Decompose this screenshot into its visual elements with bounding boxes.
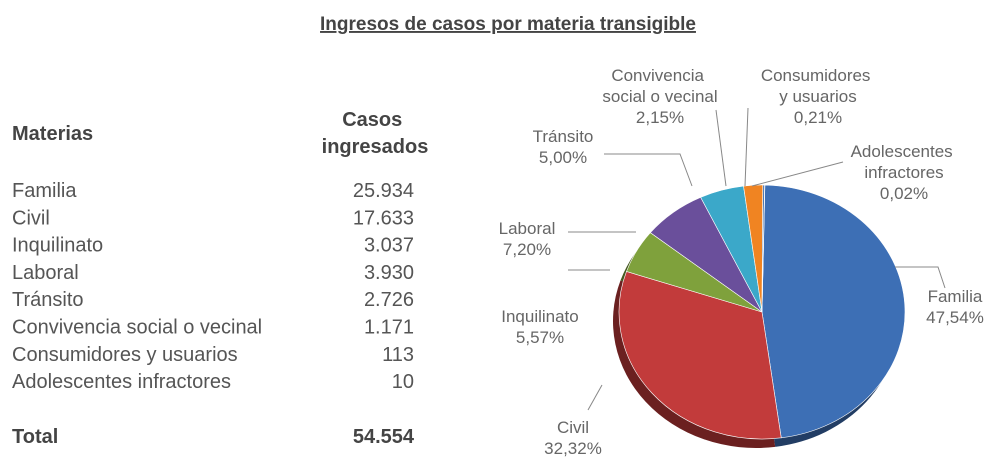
pie-label: Civil [557, 418, 589, 437]
row-value: 10 [392, 371, 414, 393]
title: Ingresos de casos por materia transigibl… [320, 14, 696, 35]
row-value: 113 [382, 344, 414, 366]
row-name: Familia [12, 180, 77, 202]
leader-line [587, 384, 603, 411]
row-value: 17.633 [353, 207, 414, 229]
row-value: 1.171 [364, 317, 414, 339]
row-value: 2.726 [364, 289, 414, 311]
pie-label: Convivencia social o vecinal [602, 66, 717, 106]
header-materias: Materias [12, 123, 93, 145]
pie-value-label: 2,15% [636, 108, 684, 127]
pie-slice [618, 271, 782, 440]
row-name: Inquilinato [12, 235, 103, 257]
total-value: 54.554 [353, 426, 415, 448]
pie-label: Laboral [499, 219, 556, 238]
leader-line [604, 153, 693, 187]
pie-value-label: 5,00% [539, 148, 587, 167]
row-name: Laboral [12, 262, 79, 284]
row-value: 3.930 [364, 262, 414, 284]
row-name: Tránsito [12, 289, 84, 311]
pie-label: Inquilinato [501, 307, 579, 326]
leader-line [715, 109, 727, 187]
pie-label: Tránsito [533, 127, 594, 146]
row-name: Convivencia social o vecinal [12, 317, 262, 339]
pie-value-label: 7,20% [503, 240, 551, 259]
row-name: Consumidores y usuarios [12, 344, 238, 366]
pie-slice [761, 184, 766, 313]
pie-value-label: 47,54% [926, 308, 984, 327]
row-value: 25.934 [353, 180, 414, 202]
pie-value-label: 5,57% [516, 328, 564, 347]
leader-line [895, 266, 946, 289]
pie-value-label: 0,21% [794, 108, 842, 127]
pie-label: Consumidores y usuarios [761, 66, 875, 106]
pie-value-label: 0,02% [880, 184, 928, 203]
pie-slice [761, 184, 906, 439]
pie-label: Familia [928, 287, 983, 306]
row-name: Civil [12, 207, 50, 229]
total-label: Total [12, 426, 58, 448]
pie-value-label: 32,32% [544, 439, 602, 458]
leader-line [744, 107, 749, 187]
header-casos: Casos ingresados [322, 109, 429, 158]
row-name: Adolescentes infractores [12, 371, 231, 393]
row-value: 3.037 [364, 235, 414, 257]
leader-line [751, 161, 844, 187]
pie-label: Adolescentes infractores [851, 142, 958, 182]
